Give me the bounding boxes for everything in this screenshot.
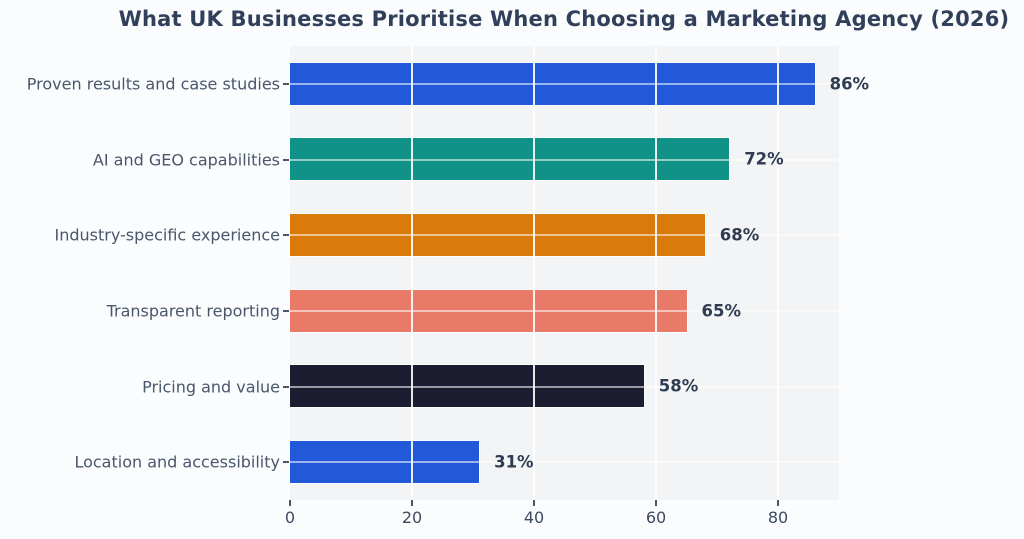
bar [290,138,730,181]
y-tick-mark [283,461,289,464]
value-label: 65% [701,301,742,321]
bar [290,289,687,332]
bar-row: 65% [290,273,839,349]
y-tick-mark [283,158,289,161]
x-tick-label: 20 [401,508,423,527]
x-tick-mark [289,500,291,506]
bar-row: 72% [290,122,839,198]
x-tick-mark [655,500,657,506]
y-tick-mark [283,234,289,237]
x-tick-label: 40 [523,508,545,527]
y-tick-mark [283,385,289,388]
bar-row: 58% [290,349,839,425]
value-label: 86% [829,74,870,94]
category-label: Proven results and case studies [26,74,280,94]
category-label: AI and GEO capabilities [92,150,280,169]
y-axis-labels: Proven results and case studies AI and GE… [0,46,280,500]
category-label: Transparent reporting [106,301,280,321]
y-tick-mark [283,82,289,85]
value-label: 31% [494,452,534,472]
x-tick-label: 80 [767,508,789,527]
bar [290,365,644,408]
bar-row: 68% [290,197,839,273]
x-tick-label: 60 [645,508,667,527]
bar [290,441,480,484]
value-label: 72% [744,149,784,169]
value-label: 68% [719,225,760,245]
x-tick-label: 0 [284,508,296,527]
plot-area: 86% 72% 68% 65% 58% 31% [290,46,869,500]
value-label: 58% [658,376,699,396]
x-tick-mark [411,500,413,506]
category-label: Industry-specific experience [54,225,280,245]
category-label: Pricing and value [142,377,280,396]
bar [290,214,705,257]
bar-row: 31% [290,424,839,500]
y-tick-mark [283,309,289,312]
bar-row: 86% [290,46,869,122]
x-tick-mark [777,500,779,506]
bar [290,62,815,105]
x-axis: 0 20 40 60 80 [285,500,839,539]
category-label: Location and accessibility [74,452,280,472]
x-tick-mark [533,500,535,506]
chart-title: What UK Businesses Prioritise When Choos… [118,7,1010,31]
plot-background [290,46,839,500]
